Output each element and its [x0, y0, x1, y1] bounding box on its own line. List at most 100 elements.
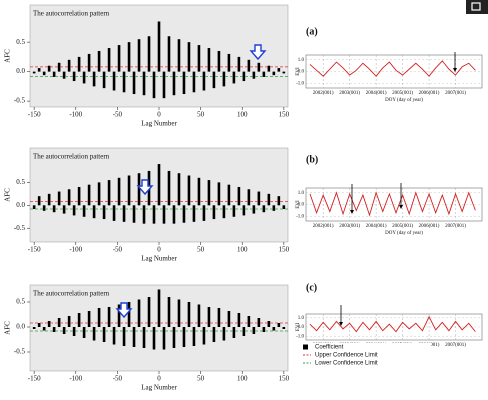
- x-tick-label: 50: [197, 375, 205, 383]
- chart-title: The autocorrelation pattern: [33, 10, 110, 18]
- bar: [172, 205, 176, 224]
- bar: [272, 327, 276, 331]
- corner-icon-glyph: [471, 2, 481, 11]
- bar: [227, 311, 231, 327]
- x-tick-label: 2004(001): [366, 91, 387, 96]
- bar: [167, 297, 171, 327]
- annotation-arrow: [136, 179, 154, 196]
- bar: [202, 205, 206, 221]
- x-tick-label: 2006(001): [419, 91, 440, 96]
- bar: [122, 71, 126, 93]
- legend-label: Lower Confidence Limit: [315, 361, 378, 367]
- bar: [192, 327, 196, 346]
- bar: [137, 299, 141, 327]
- bar: [42, 327, 46, 331]
- y-tick-label: 1.0: [298, 58, 305, 63]
- bar: [157, 164, 161, 206]
- bar: [127, 302, 131, 327]
- bar: [222, 327, 226, 341]
- bar: [132, 71, 136, 95]
- bar: [37, 323, 41, 327]
- bar: [152, 205, 156, 224]
- bar: [277, 323, 281, 327]
- bar: [212, 327, 216, 342]
- bar: [127, 175, 131, 206]
- bar: [192, 71, 196, 93]
- bar: [272, 71, 276, 76]
- bar: [117, 45, 121, 72]
- bar: [162, 205, 166, 224]
- bar: [137, 39, 141, 72]
- bar: [57, 62, 61, 72]
- bar: [262, 205, 266, 213]
- bar: [217, 50, 221, 72]
- bar: [172, 71, 176, 96]
- x-tick-label: -50: [113, 246, 123, 254]
- bar: [92, 71, 96, 87]
- x-tick-label: -100: [69, 111, 82, 119]
- bar: [32, 327, 36, 329]
- y-tick-label: 0.0: [298, 70, 305, 75]
- bar: [152, 327, 156, 350]
- y-tick-label: 0.0: [298, 325, 305, 330]
- x-tick-label: 50: [197, 111, 205, 119]
- corner-icon[interactable]: [466, 0, 488, 14]
- annotation-arrow: [249, 44, 267, 61]
- y-axis-label: AFC: [4, 49, 12, 63]
- bar: [197, 177, 201, 206]
- bar: [72, 71, 76, 82]
- bar: [207, 307, 211, 327]
- bar: [212, 205, 216, 220]
- bar: [77, 186, 81, 206]
- x-tick-label: 100: [237, 111, 248, 119]
- bar: [47, 321, 51, 327]
- bar: [97, 182, 101, 206]
- x-tick-label: 2007(001): [445, 343, 466, 348]
- bar: [197, 45, 201, 72]
- y-tick-label: 0.5: [16, 298, 25, 306]
- bar: [147, 36, 151, 72]
- bar: [262, 71, 266, 77]
- bar: [207, 180, 211, 206]
- bar: [52, 327, 56, 332]
- bar: [177, 299, 181, 327]
- legend-background: [301, 343, 431, 368]
- bar: [142, 71, 146, 96]
- y-tick-label: -0.5: [14, 348, 26, 356]
- bar: [247, 316, 251, 327]
- x-tick-label: 0: [157, 111, 161, 119]
- bar: [167, 36, 171, 72]
- bar: [142, 327, 146, 348]
- y-axis-label: EVI: [296, 200, 301, 209]
- bar: [32, 71, 36, 74]
- y-tick-label: 1.0: [298, 191, 305, 196]
- y-tick-label: 0.0: [16, 323, 25, 331]
- bar: [237, 186, 241, 206]
- bar: [257, 191, 261, 206]
- bar: [162, 327, 166, 350]
- bar: [172, 327, 176, 348]
- bar: [57, 318, 61, 327]
- panel-label: (b): [306, 154, 318, 165]
- x-tick-label: 0: [157, 246, 161, 254]
- x-tick-label: 2002(001): [313, 224, 334, 229]
- bar: [262, 327, 266, 332]
- bar: [222, 71, 226, 87]
- annotation-arrowhead: [350, 210, 354, 214]
- bar: [132, 327, 136, 347]
- x-tick-label: 150: [279, 246, 290, 254]
- x-tick-label: 2006(001): [419, 224, 440, 229]
- y-axis-label: AFC: [4, 321, 12, 335]
- x-tick-label: -100: [69, 375, 82, 383]
- bar: [52, 71, 56, 77]
- legend-label: Upper Confidence Limit: [315, 353, 378, 359]
- x-tick-label: -50: [113, 375, 123, 383]
- bar: [92, 205, 96, 219]
- legend-label: Coefficient: [315, 345, 344, 351]
- bar: [182, 327, 186, 347]
- bar: [237, 56, 241, 72]
- bar: [272, 205, 276, 211]
- bar: [97, 308, 101, 327]
- y-tick-label: -1.0: [296, 81, 304, 86]
- bar: [232, 205, 236, 217]
